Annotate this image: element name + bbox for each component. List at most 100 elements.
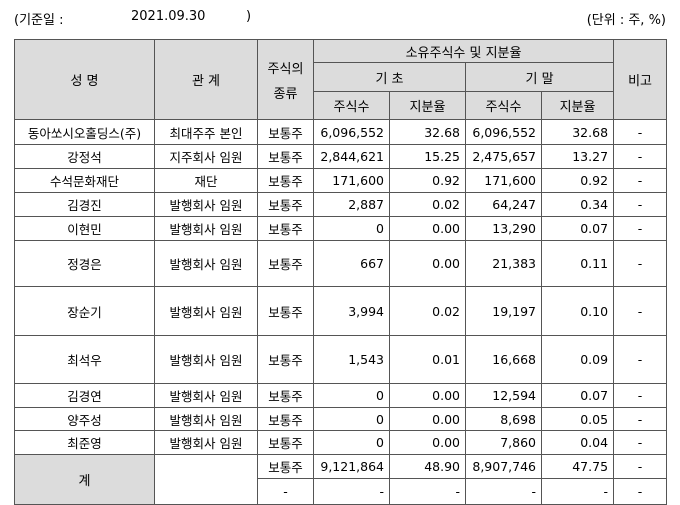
total-end-ratio: 47.75 [540, 454, 615, 479]
start-shares: 6,096,552 [313, 119, 390, 145]
remark: - [613, 168, 668, 193]
stock-type: 보통주 [257, 216, 314, 241]
total-remark: - [613, 478, 668, 505]
end-shares: 19,197 [465, 286, 542, 336]
remark: - [613, 192, 668, 217]
end-ratio: 0.05 [540, 407, 615, 431]
total-relation-empty [154, 454, 258, 505]
col-relation-header: 관 계 [154, 39, 258, 120]
stock-type: 보통주 [257, 119, 314, 145]
stock-type: 보통주 [257, 168, 314, 193]
start-shares: 0 [313, 216, 390, 241]
start-shares: 0 [313, 430, 390, 455]
relation: 발행회사 임원 [154, 335, 258, 384]
total-stock-type: 보통주 [257, 454, 314, 479]
shareholder-name: 최석우 [14, 335, 155, 384]
end-shares: 12,594 [465, 383, 542, 408]
shareholder-name: 최준영 [14, 430, 155, 455]
stock-type: 보통주 [257, 407, 314, 431]
unit-label: (단위 : 주, %) [586, 13, 666, 28]
end-ratio: 32.68 [540, 119, 615, 145]
shareholder-name: 동아쏘시오홀딩스(주) [14, 119, 155, 145]
relation: 발행회사 임원 [154, 286, 258, 336]
end-ratio: 0.92 [540, 168, 615, 193]
shareholder-name: 강정석 [14, 144, 155, 169]
total-end-shares: 8,907,746 [465, 454, 542, 479]
header-row-3: 주식수 지분율 주식수 지분율 [15, 91, 667, 120]
table-row: 김경연 발행회사 임원 보통주 0 0.00 12,594 0.07 - [14, 383, 668, 408]
base-date-close: ) [246, 9, 252, 24]
remark: - [613, 407, 668, 431]
start-ratio-header: 지분율 [389, 91, 466, 120]
end-ratio: 0.07 [540, 383, 615, 408]
report-header: (기준일 : 2021.09.30 ) (단위 : 주, %) [0, 9, 680, 29]
start-shares: 667 [313, 240, 390, 287]
total-start-shares: - [313, 478, 390, 505]
total-end-shares: - [465, 478, 542, 505]
start-shares: 0 [313, 407, 390, 431]
remark: - [613, 430, 668, 455]
table-row: 정경은 발행회사 임원 보통주 667 0.00 21,383 0.11 - [14, 240, 668, 287]
relation: 발행회사 임원 [154, 240, 258, 287]
start-shares: 0 [313, 383, 390, 408]
end-ratio: 0.10 [540, 286, 615, 336]
base-date: 2021.09.30 [131, 9, 206, 24]
table-row: 최준영 발행회사 임원 보통주 0 0.00 7,860 0.04 - [14, 430, 668, 455]
shareholder-name: 수석문화재단 [14, 168, 155, 193]
col-stock-type-header: 주식의 종류 [257, 39, 314, 120]
remark: - [613, 383, 668, 408]
start-ratio: 0.02 [389, 286, 466, 336]
stock-type-line1: 주식의 [267, 61, 304, 77]
stock-type: 보통주 [257, 240, 314, 287]
end-ratio: 0.04 [540, 430, 615, 455]
end-ratio: 13.27 [540, 144, 615, 169]
start-ratio: 0.00 [389, 216, 466, 241]
header-row-1: 성 명 관 계 주식의 종류 소유주식수 및 지분율 비고 [14, 39, 668, 120]
table-row: 최석우 발행회사 임원 보통주 1,543 0.01 16,668 0.09 - [14, 335, 668, 384]
period-start-header: 기 초 [313, 62, 466, 92]
table-row: 수석문화재단 재단 보통주 171,600 0.92 171,600 0.92 … [14, 168, 668, 193]
relation: 재단 [154, 168, 258, 193]
end-shares: 6,096,552 [465, 119, 542, 145]
total-start-ratio: - [389, 478, 466, 505]
relation: 발행회사 임원 [154, 430, 258, 455]
shareholder-name: 이현민 [14, 216, 155, 241]
stock-type: 보통주 [257, 144, 314, 169]
period-end-header: 기 말 [464, 62, 615, 92]
end-ratio: 0.07 [540, 216, 615, 241]
header-row-2: 기 초 기 말 [15, 62, 667, 92]
start-ratio: 0.00 [389, 383, 466, 408]
remark: - [613, 144, 668, 169]
remark: - [613, 240, 668, 287]
holdings-group-header: 소유주식수 및 지분율 [312, 39, 615, 63]
shareholder-name: 김경연 [14, 383, 155, 408]
start-ratio: 0.00 [389, 407, 466, 431]
stock-type: 보통주 [257, 430, 314, 455]
end-ratio: 0.11 [540, 240, 615, 287]
relation: 발행회사 임원 [154, 192, 258, 217]
stock-type-line2: 종류 [273, 86, 298, 102]
start-shares-header: 주식수 [313, 91, 390, 120]
shareholding-table: 성 명 관 계 주식의 종류 소유주식수 및 지분율 비고 기 초 기 말 주식… [14, 39, 668, 505]
end-ratio: 0.09 [540, 335, 615, 384]
table-row: 장순기 발행회사 임원 보통주 3,994 0.02 19,197 0.10 - [14, 286, 668, 336]
end-shares: 171,600 [465, 168, 542, 193]
stock-type: 보통주 [257, 383, 314, 408]
start-ratio: 0.02 [389, 192, 466, 217]
table-row: 김경진 발행회사 임원 보통주 2,887 0.02 64,247 0.34 - [14, 192, 668, 217]
start-ratio: 0.92 [389, 168, 466, 193]
start-ratio: 0.00 [389, 430, 466, 455]
end-shares: 7,860 [465, 430, 542, 455]
start-ratio: 15.25 [389, 144, 466, 169]
start-shares: 2,887 [313, 192, 390, 217]
table-row: 양주성 발행회사 임원 보통주 0 0.00 8,698 0.05 - [14, 407, 668, 431]
start-shares: 3,994 [313, 286, 390, 336]
end-shares: 8,698 [465, 407, 542, 431]
shareholder-name: 김경진 [14, 192, 155, 217]
stock-type: 보통주 [257, 192, 314, 217]
shareholder-name: 장순기 [14, 286, 155, 336]
start-shares: 2,844,621 [313, 144, 390, 169]
relation: 발행회사 임원 [154, 407, 258, 431]
end-shares: 64,247 [465, 192, 542, 217]
shareholder-name: 정경은 [14, 240, 155, 287]
